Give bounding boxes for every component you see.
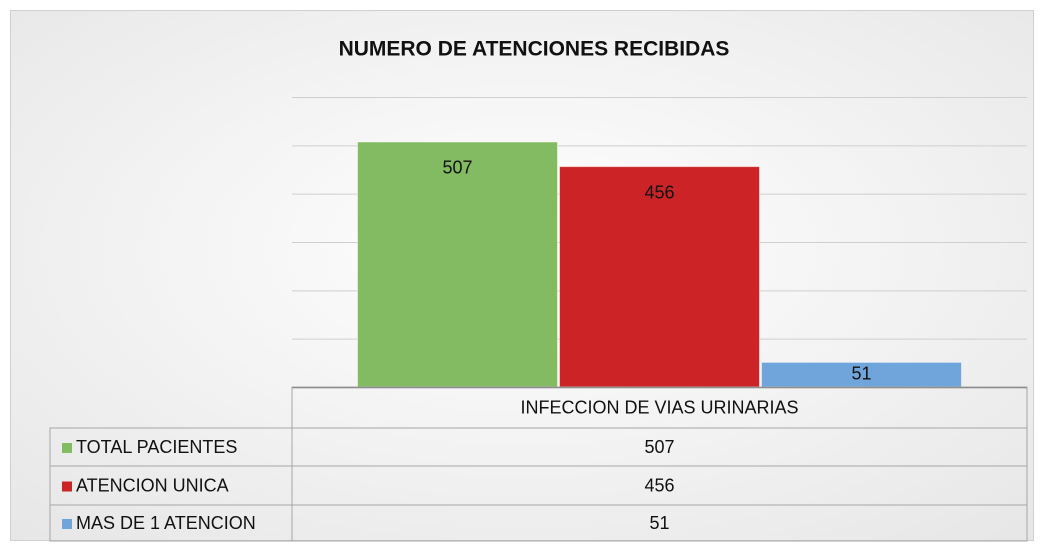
bar [559,166,760,388]
data-label: 456 [644,182,674,202]
table-value: 51 [649,513,669,533]
legend-label: ATENCION UNICA [76,475,229,495]
table-value: 456 [644,475,674,495]
table-cell [291,504,1028,542]
bar [761,361,962,388]
legend-key [62,481,72,492]
legend-label: MAS DE 1 ATENCION [76,513,256,533]
legend-label: TOTAL PACIENTES [76,437,237,457]
table-value: 507 [644,437,674,457]
legend-key [62,443,72,453]
chart-title: NUMERO DE ATENCIONES RECIBIDAS [339,38,730,61]
table-header: INFECCION DE VIAS URINARIAS [520,397,798,417]
data-label: 507 [442,158,472,178]
data-label: 51 [851,363,871,383]
bar [357,141,558,388]
legend-key [62,519,72,529]
